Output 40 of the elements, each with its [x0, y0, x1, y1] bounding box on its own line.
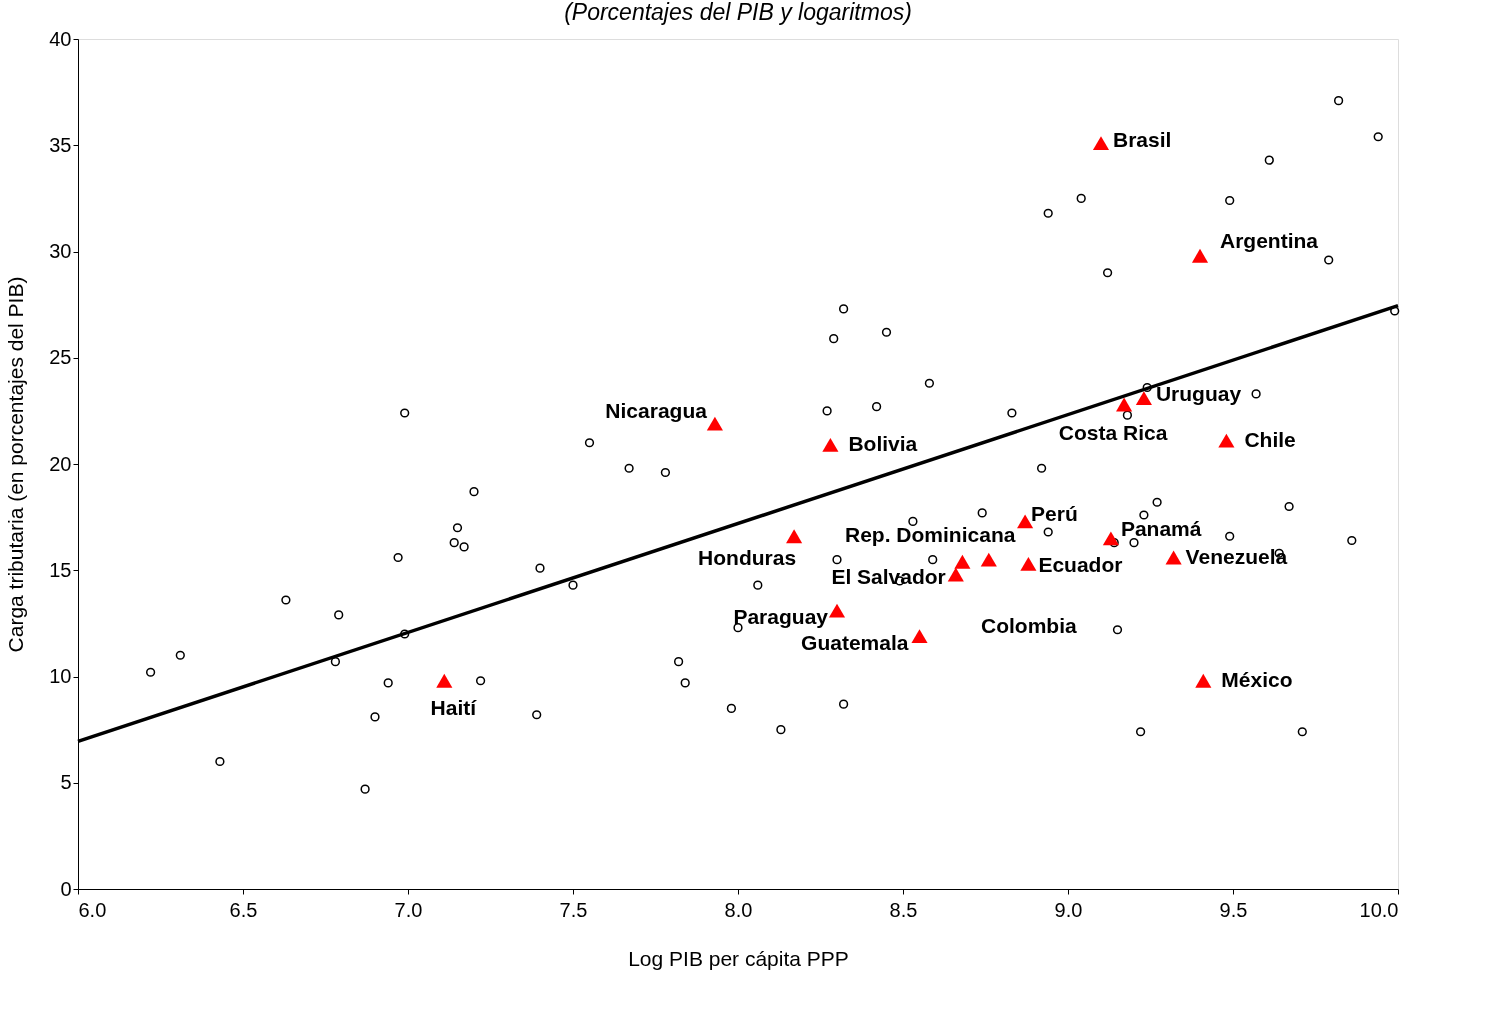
annotation: Nicaragua — [605, 398, 708, 422]
annotation: Venezuela — [1185, 544, 1288, 568]
x-tick-label: 9.5 — [1219, 898, 1248, 921]
chart-subtitle: (Porcentajes del PIB y logaritmos) — [564, 0, 912, 25]
y-tick-label: 20 — [49, 452, 72, 475]
annotation: México — [1221, 667, 1293, 691]
annotation: Ecuador — [1038, 552, 1123, 576]
x-tick-label: 8.0 — [724, 898, 753, 921]
annotation: Guatemala — [801, 631, 909, 655]
y-tick-label: 25 — [49, 346, 72, 369]
annotation: El Salvador — [831, 564, 946, 588]
x-axis-title: Log PIB per cápita PPP — [628, 946, 849, 970]
x-tick-label: 8.5 — [889, 898, 918, 921]
annotation: Colombia — [980, 613, 1077, 637]
annotation: Panamá — [1120, 517, 1202, 541]
y-tick-label: 40 — [49, 27, 72, 50]
x-tick-label: 7.0 — [394, 898, 423, 921]
annotation: Argentina — [1220, 228, 1319, 252]
annotation: Uruguay — [1155, 382, 1242, 406]
annotation: Brasil — [1113, 128, 1172, 152]
annotation: Bolivia — [848, 431, 918, 455]
y-tick-label: 5 — [60, 771, 72, 794]
y-tick-label: 30 — [49, 240, 72, 262]
annotation: Rep. Dominicana — [845, 522, 1016, 546]
x-tick-label: 6.5 — [229, 898, 258, 921]
x-tick-label: 10.0 — [1359, 898, 1399, 921]
annotation: Perú — [1031, 502, 1078, 526]
y-tick-label: 0 — [60, 877, 72, 900]
y-tick-label: 15 — [49, 558, 72, 581]
y-axis-title: Carga tributaria (en porcentajes del PIB) — [4, 276, 28, 653]
annotation: Paraguay — [733, 604, 829, 628]
x-tick-label: 9.0 — [1054, 898, 1083, 921]
annotation: Costa Rica — [1058, 420, 1168, 444]
annotation: Honduras — [698, 546, 797, 570]
annotation: Haití — [430, 695, 478, 719]
x-tick-label: 6.0 — [78, 898, 107, 921]
x-tick-label: 7.5 — [559, 898, 588, 921]
y-tick-label: 10 — [49, 665, 72, 687]
y-tick-label: 35 — [49, 133, 72, 156]
annotation: Chile — [1244, 427, 1296, 451]
